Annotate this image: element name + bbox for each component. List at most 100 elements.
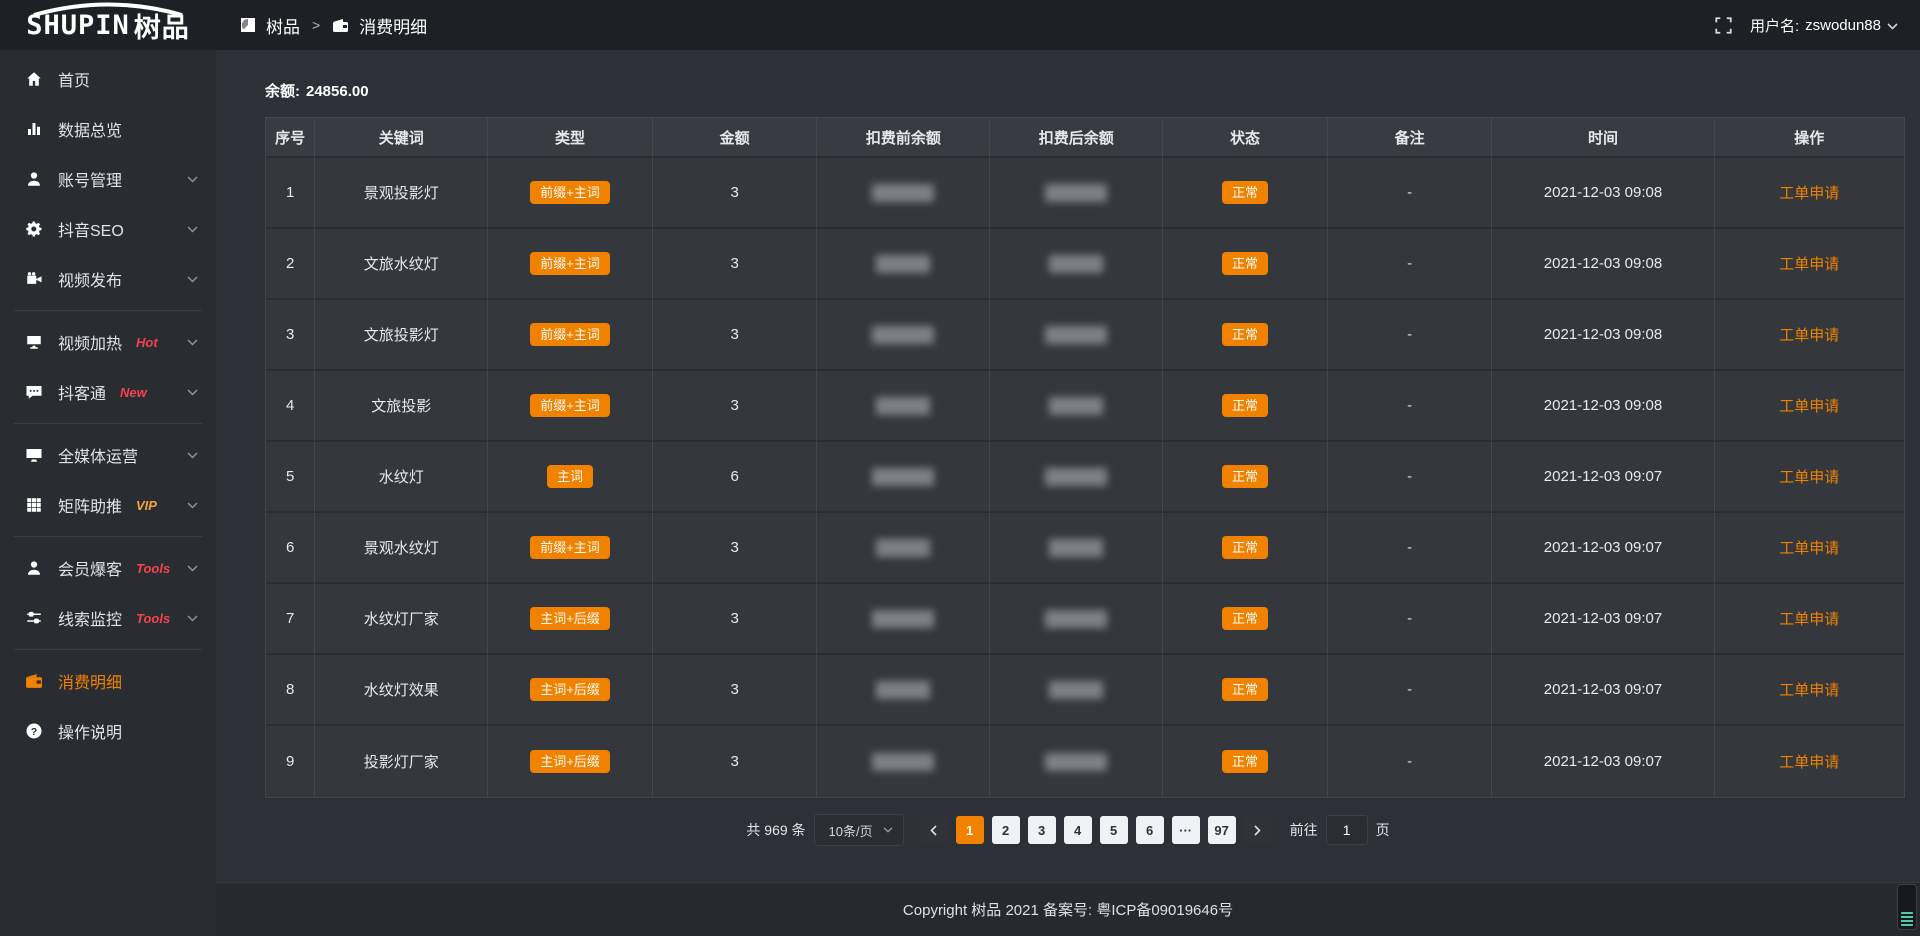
username-label: 用户名:: [1749, 17, 1800, 35]
table-row: 1 景观投影灯 前缀+主词 3 正常 -2021-12-03 09:08 工单申请: [266, 158, 1904, 229]
goto-page-input[interactable]: [1325, 815, 1368, 845]
cell-keyword: 文旅投影灯: [315, 300, 489, 371]
balance-label: 余额:: [265, 83, 300, 100]
cell-pre-balance: [817, 371, 991, 442]
chevron-down-icon: [187, 338, 198, 346]
member-icon: [24, 559, 44, 577]
sidebar: 首页 数据总览账号管理抖音SEO 视频发布视频加热 Hot 抖客通 New 全媒体运营 矩阵助…: [0, 50, 216, 936]
cell-remark: -: [1328, 726, 1493, 797]
work-order-link[interactable]: 工单申请: [1779, 327, 1840, 344]
page-size-select[interactable]: 10条/页: [813, 814, 904, 846]
work-order-link[interactable]: 工单申请: [1779, 256, 1840, 273]
column-header: 扣费后余额: [990, 118, 1164, 158]
sidebar-item-label: 线索监控: [58, 612, 123, 629]
cell-type: 前缀+主词: [488, 158, 653, 229]
cell-status: 正常: [1163, 371, 1328, 442]
prev-page-button[interactable]: [919, 816, 948, 844]
sidebar-item-douketong[interactable]: 抖客通 New: [0, 367, 216, 417]
sidebar-item-label: 账号管理: [58, 173, 123, 190]
cell-action: 工单申请: [1714, 442, 1904, 513]
sidebar-item-all-media-operation[interactable]: 全媒体运营: [0, 430, 216, 480]
cell-action: 工单申请: [1715, 726, 1904, 797]
work-order-link[interactable]: 工单申请: [1779, 469, 1840, 486]
sidebar-item-consume-detail[interactable]: 消费明细: [0, 656, 216, 706]
cell-pre-balance: [817, 726, 991, 797]
fullscreen-icon[interactable]: [1715, 16, 1732, 34]
cell-status: 正常: [1163, 655, 1328, 726]
sidebar-item-douyin-seo[interactable]: 抖音SEO: [0, 204, 216, 254]
sidebar-item-tag: VIP: [136, 497, 157, 513]
cell-pre-balance: [817, 300, 991, 371]
table-row: 4 文旅投影 前缀+主词 3 正常 -2021-12-03 09:08 工单申请: [266, 371, 1904, 442]
sidebar-item-home[interactable]: 首页: [0, 54, 216, 104]
column-header: 状态: [1163, 118, 1328, 158]
page-button-5[interactable]: 5: [1099, 816, 1128, 844]
page-button-3[interactable]: 3: [1027, 816, 1056, 844]
cell-type: 前缀+主词: [488, 300, 653, 371]
balance-value: 24856.00: [306, 83, 369, 100]
work-order-link[interactable]: 工单申请: [1779, 398, 1840, 415]
sidebar-divider: [14, 536, 202, 537]
cell-pre-balance: [817, 584, 991, 655]
wallet-icon: [24, 673, 44, 689]
status-badge: 正常: [1221, 394, 1268, 417]
goto-label: 前往: [1289, 822, 1318, 838]
work-order-link[interactable]: 工单申请: [1779, 611, 1840, 628]
type-badge: 前缀+主词: [530, 394, 610, 417]
breadcrumb-current[interactable]: 消费明细: [359, 17, 428, 37]
sidebar-item-video-publish[interactable]: 视频发布: [0, 254, 216, 304]
chevron-right-icon: [1254, 824, 1261, 836]
page-button-4[interactable]: 4: [1063, 816, 1092, 844]
table-row: 7 水纹灯厂家 主词+后缀 3 正常 -2021-12-03 09:07 工单申请: [266, 584, 1904, 655]
cell-post-balance: [990, 442, 1164, 513]
cell-status: 正常: [1163, 584, 1328, 655]
sidebar-item-clue-monitor[interactable]: 线索监控 Tools: [0, 593, 216, 643]
work-order-link[interactable]: 工单申请: [1779, 682, 1840, 699]
sidebar-item-tag: Tools: [136, 560, 171, 576]
sidebar-item-data-overview[interactable]: 数据总览: [0, 104, 216, 154]
sidebar-item-operation-guide[interactable]: ? 操作说明: [0, 706, 216, 756]
page-button-6[interactable]: 6: [1135, 816, 1164, 844]
cell-time: 2021-12-03 09:07: [1492, 442, 1715, 513]
type-badge: 前缀+主词: [530, 252, 610, 275]
type-badge: 主词+后缀: [530, 607, 610, 630]
masked-value: [1045, 467, 1108, 486]
column-header: 备注: [1327, 118, 1493, 158]
cell-remark: -: [1327, 442, 1493, 513]
page-button-1[interactable]: 1: [955, 816, 984, 844]
cell-remark: -: [1327, 371, 1493, 442]
sidebar-item-video-heat[interactable]: 视频加热 Hot: [0, 317, 216, 367]
cell-post-balance: [990, 300, 1164, 371]
cell-type: 主词+后缀: [488, 584, 653, 655]
status-badge: 正常: [1221, 465, 1268, 488]
cell-index: 3: [266, 300, 316, 371]
sidebar-item-account-management[interactable]: 账号管理: [0, 154, 216, 204]
corner-widget[interactable]: [1897, 884, 1917, 930]
work-order-link[interactable]: 工单申请: [1779, 754, 1840, 771]
breadcrumb-home[interactable]: 树品: [266, 17, 300, 37]
work-order-link[interactable]: 工单申请: [1779, 185, 1840, 202]
more-pages-button[interactable]: ···: [1171, 816, 1200, 844]
chevron-down-icon: [1887, 22, 1898, 30]
user-menu[interactable]: 用户名: zswodun88: [1750, 15, 1898, 36]
next-page-button[interactable]: [1243, 816, 1272, 844]
page-button-97[interactable]: 97: [1207, 816, 1236, 844]
monitor-icon: [24, 446, 44, 464]
cell-status: 正常: [1163, 726, 1328, 797]
cell-amount: 3: [652, 513, 818, 584]
masked-value: [872, 752, 935, 771]
masked-value: [876, 680, 931, 699]
goto-unit: 页: [1375, 822, 1390, 838]
bar-chart-icon: [24, 120, 44, 138]
cell-remark: -: [1327, 513, 1493, 584]
cell-amount: 3: [653, 726, 818, 797]
cell-remark: -: [1327, 655, 1493, 726]
work-order-link[interactable]: 工单申请: [1779, 540, 1840, 557]
sidebar-item-matrix-boost[interactable]: 矩阵助推 VIP: [0, 480, 216, 530]
cell-pre-balance: [817, 655, 991, 726]
cell-type: 前缀+主词: [488, 371, 653, 442]
page-button-2[interactable]: 2: [991, 816, 1020, 844]
sidebar-item-member-baoke[interactable]: 会员爆客 Tools: [0, 543, 216, 593]
table-row: 8 水纹灯效果 主词+后缀 3 正常 -2021-12-03 09:07 工单申请: [266, 655, 1904, 726]
main-content: 余额: 24856.00 序号 关键词 类型 金额 扣费前余额 扣费后余额 状态 备注 时间 操作 …: [216, 50, 1920, 936]
